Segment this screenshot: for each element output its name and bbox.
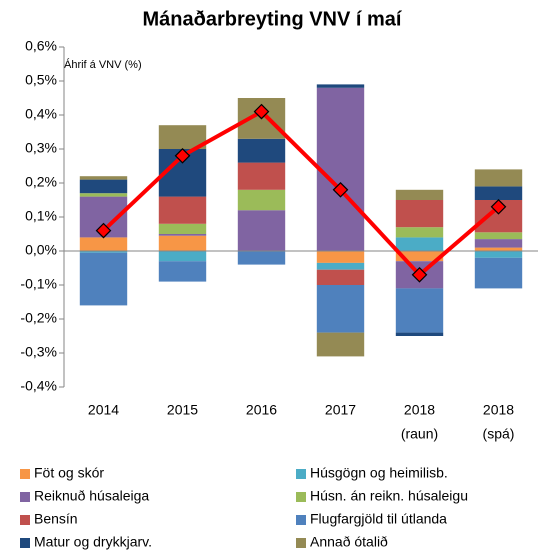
legend-swatch <box>20 538 30 548</box>
y-tick-label: 0,3% <box>25 140 57 156</box>
bar-segment <box>474 186 523 200</box>
bar-segment <box>474 169 523 187</box>
bar-segment <box>395 227 444 238</box>
bar-segment <box>474 247 523 251</box>
legend-swatch <box>296 492 306 502</box>
x-tick-label: 2018 <box>404 402 435 418</box>
legend-swatch <box>296 538 306 548</box>
bar-segment <box>316 269 365 285</box>
bar-segment <box>158 235 207 251</box>
legend-label: Annað ótalið <box>310 534 388 550</box>
y-axis-label: Áhrif á VNV (%) <box>64 58 142 71</box>
bar-segment <box>316 285 365 333</box>
legend-label: Bensín <box>34 511 78 527</box>
bar-segment <box>395 288 444 333</box>
x-tick-label: 2014 <box>88 402 119 418</box>
x-tick-label: (spá) <box>483 426 515 442</box>
y-tick-label: 0,0% <box>25 242 57 258</box>
y-tick-label: 0,1% <box>25 208 57 224</box>
legend-swatch <box>20 492 30 502</box>
bar-segment <box>474 251 523 258</box>
bar-segment <box>79 237 128 251</box>
bar-segment <box>79 176 128 180</box>
x-tick-label: 2018 <box>483 402 514 418</box>
line-marker <box>174 147 191 164</box>
x-tick-label: 2016 <box>246 402 277 418</box>
legend-swatch <box>296 515 306 525</box>
y-tick-label: -0,4% <box>20 378 57 394</box>
legend-label: Föt og skór <box>34 465 104 481</box>
bar-segment <box>158 234 207 236</box>
bar-segment <box>158 261 207 282</box>
legend-label: Húsn. án reikn. húsaleigu <box>310 488 468 504</box>
bar-segment <box>395 251 444 262</box>
legend-swatch <box>20 469 30 479</box>
bar-segment <box>237 138 286 163</box>
bar-segment <box>158 251 207 262</box>
x-tick-label: 2015 <box>167 402 198 418</box>
bar-segment <box>395 332 444 336</box>
legend-label: Húsgögn og heimilisb. <box>310 465 448 481</box>
y-tick-label: 0,5% <box>25 72 57 88</box>
bar-segment <box>316 87 365 251</box>
y-tick-label: 0,4% <box>25 106 57 122</box>
line-marker <box>95 222 112 239</box>
bar-segment <box>474 239 523 248</box>
legend-swatch <box>296 469 306 479</box>
bar-segment <box>237 189 286 211</box>
legend-label: Reiknuð húsaleiga <box>34 488 149 504</box>
legend-swatch <box>20 515 30 525</box>
bar-segment <box>395 200 444 228</box>
legend-label: Flugfargjöld til útlanda <box>310 511 447 527</box>
line-marker <box>490 198 507 215</box>
bar-segment <box>316 262 365 270</box>
y-tick-label: -0,1% <box>20 276 57 292</box>
y-tick-label: 0,2% <box>25 174 57 190</box>
bar-segment <box>316 251 365 263</box>
x-tick-label: (raun) <box>401 426 438 442</box>
bar-segment <box>395 189 444 200</box>
bar-segment <box>79 251 128 253</box>
bar-segment <box>237 162 286 190</box>
bar-segment <box>316 332 365 357</box>
bar-segment <box>237 210 286 251</box>
bar-segment <box>395 237 444 251</box>
total-line <box>102 109 500 277</box>
bar-segment <box>158 223 207 234</box>
y-tick-label: 0,6% <box>25 38 57 54</box>
line-marker <box>332 181 349 198</box>
chart-title: Mánaðarbreyting VNV í maí <box>143 8 403 30</box>
line-marker <box>411 266 428 283</box>
y-tick-label: -0,3% <box>20 344 57 360</box>
legend-label: Matur og drykkjarv. <box>34 534 152 550</box>
bar-segment <box>79 179 128 194</box>
bar-segment <box>79 193 128 197</box>
bar-segment <box>158 125 207 149</box>
bar-segment <box>316 84 365 88</box>
bar-segment <box>158 196 207 224</box>
bar-segment <box>237 251 286 265</box>
bar-segment <box>474 257 523 289</box>
y-tick-label: -0,2% <box>20 310 57 326</box>
line-marker <box>253 103 270 120</box>
x-tick-label: 2017 <box>325 402 356 418</box>
bar-segment <box>474 232 523 240</box>
bar-segment <box>79 252 128 306</box>
